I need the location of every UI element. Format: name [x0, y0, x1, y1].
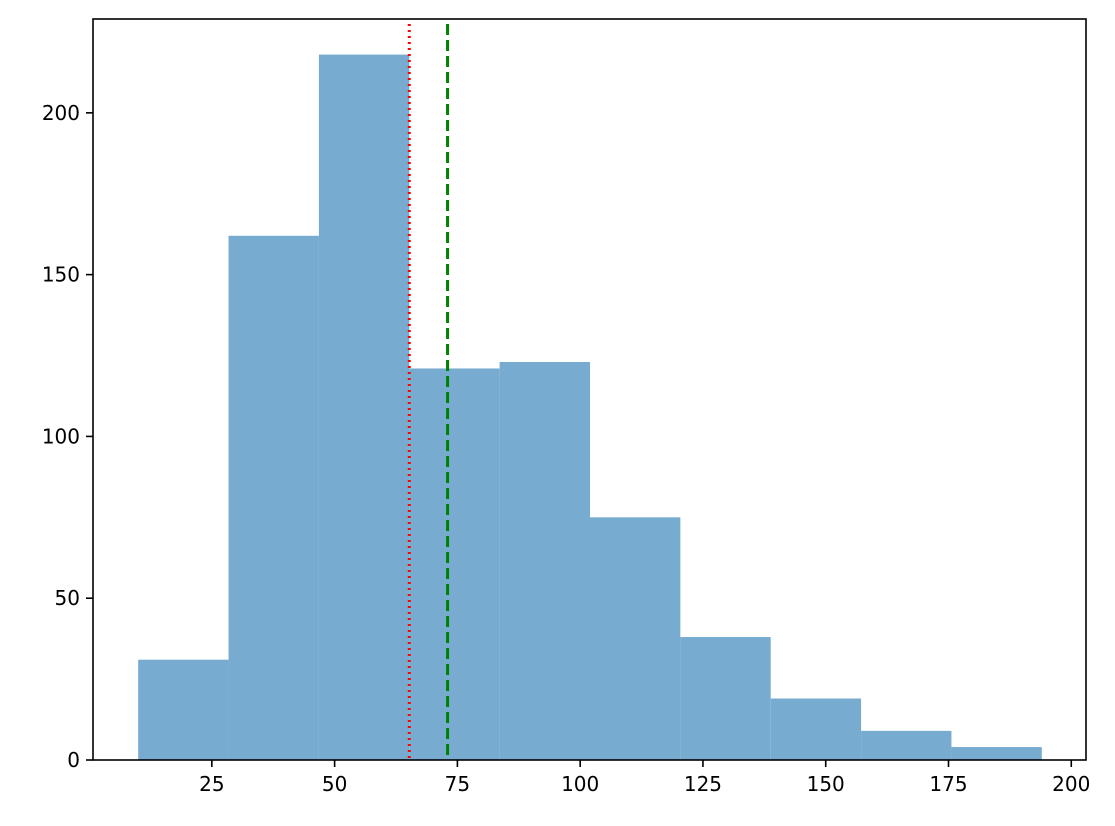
histogram-bar-6: [589, 517, 681, 760]
histogram-bar-4: [409, 368, 500, 760]
histogram-bar-3: [318, 54, 410, 761]
x-tick-label-3: 75: [445, 772, 470, 796]
histogram-bar-9: [861, 730, 952, 760]
y-tick-label-3: 100: [42, 424, 80, 448]
histogram-bar-7: [680, 637, 771, 760]
histogram-bar-8: [770, 698, 862, 760]
x-tick-label-2: 50: [322, 772, 347, 796]
x-tick-label-5: 125: [684, 772, 722, 796]
y-tick-label-4: 150: [42, 263, 80, 287]
x-axis-ticks: 25 50 75 100 125 150 175 200: [199, 760, 1090, 796]
histogram-bar-2: [228, 235, 319, 760]
y-axis-ticks: 0 50 100 150 200: [42, 101, 93, 772]
histogram-bar-10: [951, 747, 1042, 760]
histogram-bar-1: [138, 659, 229, 760]
x-tick-label-6: 150: [807, 772, 845, 796]
y-tick-label-1: 0: [67, 748, 80, 772]
reference-lines-layer: [407, 24, 450, 760]
y-tick-label-5: 200: [42, 101, 80, 125]
y-tick-label-2: 50: [55, 586, 80, 610]
bars-layer: [138, 54, 1042, 761]
x-tick-label-1: 25: [199, 772, 224, 796]
plot-frame: [92, 18, 1087, 761]
x-tick-label-8: 200: [1052, 772, 1090, 796]
x-tick-label-4: 100: [561, 772, 599, 796]
x-tick-label-7: 175: [929, 772, 967, 796]
histogram-bar-5: [499, 361, 590, 760]
